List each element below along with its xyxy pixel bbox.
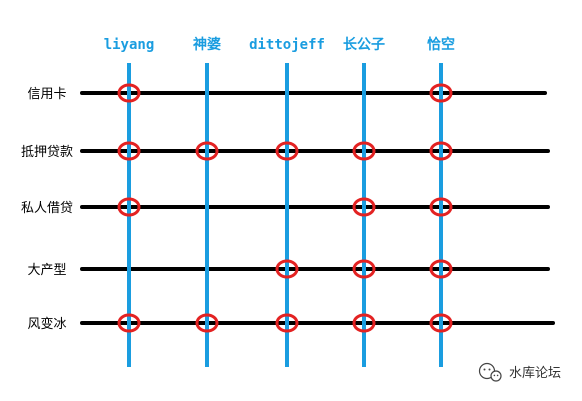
marker-diyadaikuan-shenpo [195, 141, 219, 161]
row-label-sirenjiedai: 私人借贷 [21, 201, 73, 216]
marker-dachanxing-changgongzi [352, 259, 376, 279]
marker-fengbianbing-liyang [117, 313, 141, 333]
row-label-xinyongka: 信用卡 [27, 87, 66, 102]
watermark: 水库论坛 [478, 362, 561, 382]
column-label-shenpo: 神婆 [193, 36, 221, 53]
marker-fengbianbing-dittojeff [275, 313, 299, 333]
marker-sirenjiedai-liyang [117, 197, 141, 217]
marker-diyadaikuan-changgongzi [352, 141, 376, 161]
wechat-icon [478, 362, 502, 382]
row-lines [80, 91, 555, 325]
column-label-liyang: liyang [104, 37, 155, 53]
marker-dachanxing-qiakong [429, 259, 453, 279]
marker-dachanxing-dittojeff [275, 259, 299, 279]
marker-fengbianbing-changgongzi [352, 313, 376, 333]
column-label-changgongzi: 长公子 [343, 36, 385, 53]
intersection-markers [117, 83, 453, 333]
column-label-qiakong: 恰空 [427, 36, 455, 53]
marker-fengbianbing-qiakong [429, 313, 453, 333]
column-label-dittojeff: dittojeff [249, 37, 325, 53]
row-label-dachanxing: 大产型 [27, 263, 66, 278]
marker-diyadaikuan-dittojeff [275, 141, 299, 161]
marker-fengbianbing-shenpo [195, 313, 219, 333]
column-labels: liyang 神婆 dittojeff 长公子 恰空 [104, 36, 455, 53]
marker-sirenjiedai-changgongzi [352, 197, 376, 217]
marker-xinyongka-liyang [117, 83, 141, 103]
marker-diyadaikuan-liyang [117, 141, 141, 161]
marker-sirenjiedai-qiakong [429, 197, 453, 217]
watermark-text: 水库论坛 [509, 365, 561, 381]
row-label-fengbianbing: 风变冰 [27, 316, 66, 332]
marker-xinyongka-qiakong [429, 83, 453, 103]
marker-diyadaikuan-qiakong [429, 141, 453, 161]
row-label-diyadaikuan: 抵押贷款 [21, 145, 73, 160]
